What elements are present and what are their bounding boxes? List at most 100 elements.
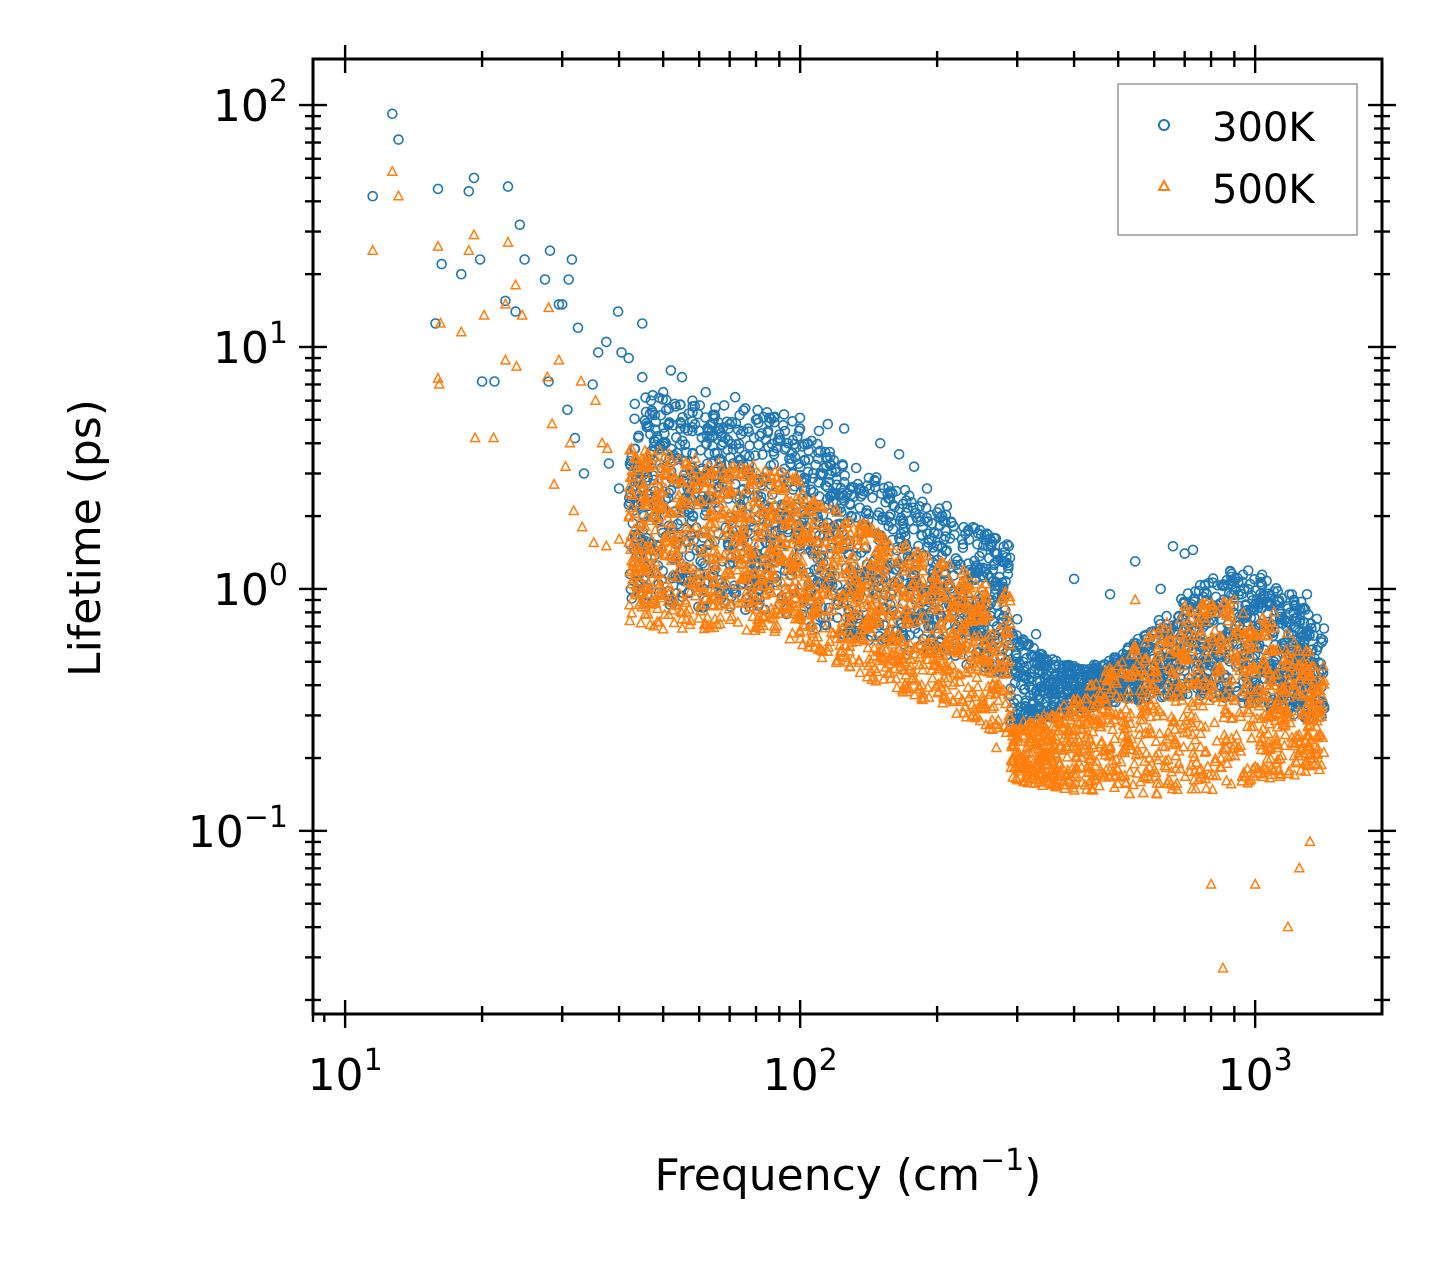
point-300k: [544, 245, 556, 256]
point-500k: [668, 616, 680, 628]
point-500k: [861, 611, 874, 623]
point-500k: [732, 596, 745, 608]
point-500k: [1110, 689, 1123, 701]
point-300k: [707, 430, 719, 441]
point-300k: [770, 525, 781, 537]
point-500k: [982, 640, 994, 652]
point-500k: [1293, 704, 1305, 716]
point-500k: [962, 586, 975, 597]
point-300k: [957, 542, 969, 554]
point-500k: [750, 592, 763, 604]
point-500k: [1083, 752, 1096, 763]
point-500k: [1267, 643, 1279, 654]
point-500k: [986, 713, 998, 725]
point-500k: [888, 595, 900, 607]
point-300k: [975, 563, 986, 575]
point-300k: [772, 435, 784, 447]
point-300k: [1011, 630, 1023, 641]
point-500k: [827, 627, 840, 639]
point-500k: [840, 650, 853, 662]
point-500k: [687, 539, 700, 551]
point-300k: [662, 419, 674, 431]
point-500k: [1135, 695, 1148, 707]
point-500k: [628, 533, 641, 545]
point-500k: [1078, 707, 1091, 719]
point-500k: [1108, 732, 1121, 744]
point-500k: [1234, 739, 1247, 750]
point-300k: [1210, 591, 1222, 603]
point-500k: [703, 517, 715, 529]
point-500k: [900, 668, 912, 680]
point-500k: [1303, 645, 1316, 657]
point-500k: [712, 468, 724, 480]
point-500k: [749, 511, 762, 522]
point-300k: [724, 418, 736, 430]
point-500k: [655, 486, 667, 498]
point-500k: [716, 511, 729, 523]
point-300k: [700, 386, 712, 398]
point-500k: [1189, 711, 1202, 723]
point-500k: [914, 613, 927, 625]
point-500k: [1050, 776, 1062, 788]
point-500k: [834, 644, 847, 656]
point-500k: [1228, 738, 1240, 750]
point-300k: [675, 399, 686, 410]
point-500k: [1185, 740, 1198, 752]
point-300k: [1004, 552, 1016, 564]
point-300k: [636, 318, 648, 329]
point-500k: [885, 672, 897, 684]
point-500k: [692, 611, 705, 623]
point-300k: [519, 254, 530, 265]
point-500k: [638, 486, 651, 498]
point-300k: [876, 488, 887, 500]
point-500k: [971, 671, 983, 683]
point-300k: [855, 491, 867, 502]
point-300k: [587, 379, 599, 390]
point-500k: [690, 520, 702, 532]
point-300k: [660, 404, 672, 416]
point-500k: [789, 530, 801, 542]
point-500k: [789, 586, 801, 598]
point-500k: [1107, 764, 1119, 776]
point-500k: [1281, 647, 1294, 659]
point-500k: [1127, 778, 1139, 790]
point-500k: [813, 564, 826, 575]
point-500k: [1031, 758, 1043, 770]
point-500k: [908, 647, 920, 659]
point-300k: [1080, 670, 1092, 681]
point-500k: [750, 579, 763, 591]
point-300k: [1104, 588, 1116, 600]
point-300k: [824, 446, 836, 458]
point-300k: [603, 458, 615, 469]
point-500k: [1205, 605, 1218, 617]
point-500k: [959, 700, 971, 712]
point-500k: [974, 714, 986, 726]
point-500k: [716, 552, 729, 564]
point-500k: [682, 523, 694, 535]
point-500k: [729, 591, 741, 603]
point-500k: [1131, 766, 1143, 778]
point-300k: [1274, 611, 1286, 623]
point-300k: [1160, 665, 1172, 676]
point-500k: [1123, 692, 1135, 703]
point-300k: [432, 183, 444, 195]
point-300k: [739, 403, 751, 414]
point-500k: [1237, 606, 1250, 618]
point-300k: [883, 520, 894, 532]
point-500k: [1064, 713, 1077, 725]
point-500k: [931, 561, 943, 573]
point-500k: [1271, 737, 1284, 749]
point-300k: [996, 577, 1008, 588]
point-500k: [862, 592, 875, 604]
point-300k: [825, 459, 837, 471]
point-500k: [640, 511, 653, 523]
point-500k: [1151, 709, 1163, 721]
point-300k: [982, 569, 993, 580]
point-500k: [951, 611, 964, 623]
point-300k: [908, 523, 920, 535]
point-500k: [720, 522, 733, 534]
point-300k: [757, 449, 768, 460]
point-500k: [1004, 590, 1016, 602]
point-500k: [1012, 746, 1025, 757]
point-300k: [989, 557, 1000, 569]
